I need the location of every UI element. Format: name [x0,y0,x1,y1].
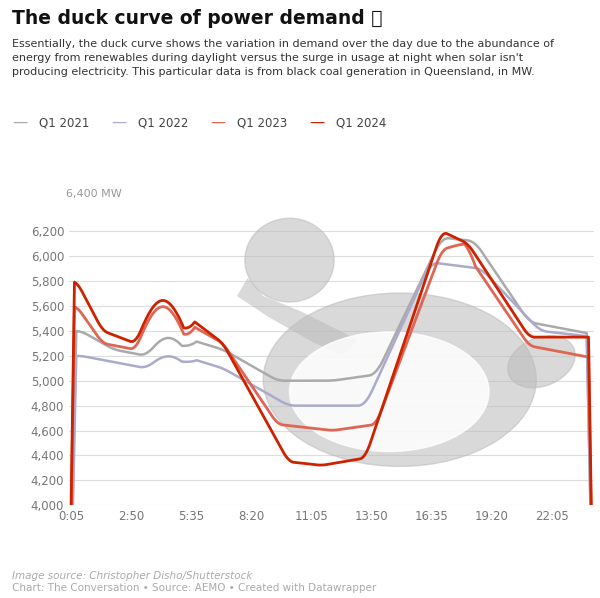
Text: Q1 2023: Q1 2023 [237,116,287,129]
Ellipse shape [290,332,489,451]
Text: The duck curve of power demand 🦆: The duck curve of power demand 🦆 [12,9,383,28]
Text: Q1 2022: Q1 2022 [138,116,188,129]
Text: Essentially, the duck curve shows the variation in demand over the day due to th: Essentially, the duck curve shows the va… [12,39,554,77]
Text: Q1 2021: Q1 2021 [39,116,89,129]
Text: 6,400 MW: 6,400 MW [67,189,122,199]
Ellipse shape [508,335,575,388]
Text: Chart: The Conversation • Source: AEMO • Created with Datawrapper: Chart: The Conversation • Source: AEMO •… [12,583,376,593]
Text: —: — [111,115,126,130]
Text: —: — [210,115,225,130]
Text: —: — [309,115,324,130]
Text: Image source: Christopher Disho/Shutterstock: Image source: Christopher Disho/Shutters… [12,571,253,581]
PathPatch shape [237,278,358,356]
Ellipse shape [245,218,334,302]
Ellipse shape [263,293,536,466]
Text: —: — [12,115,27,130]
Text: Q1 2024: Q1 2024 [336,116,386,129]
